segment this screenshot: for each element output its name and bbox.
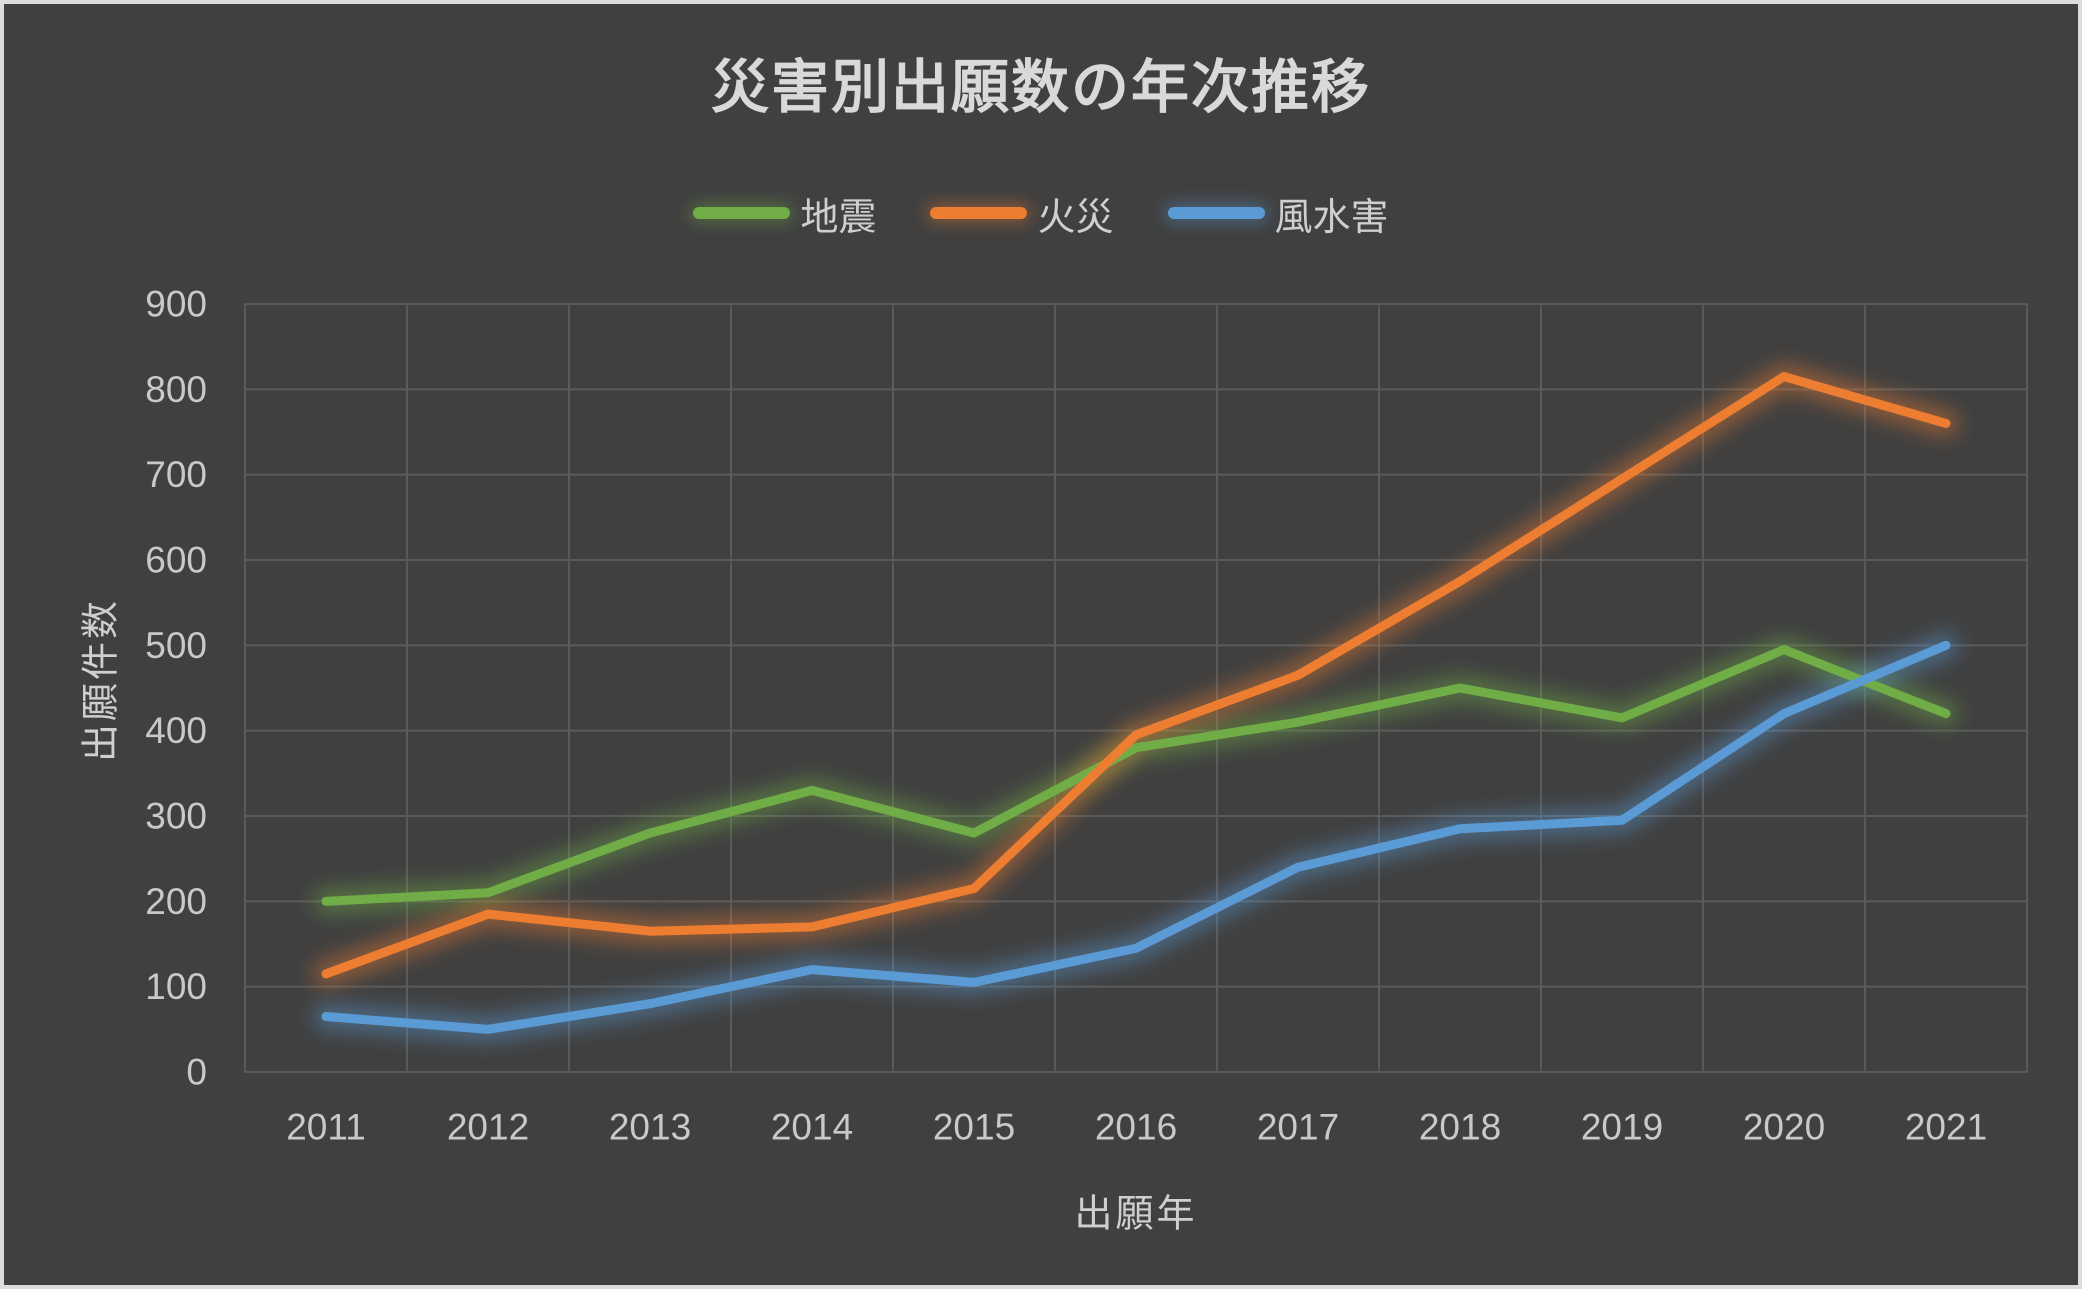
y-tick-label: 700	[145, 454, 207, 495]
x-tick-label: 2020	[1743, 1107, 1825, 1148]
y-tick-label: 900	[145, 284, 207, 325]
x-tick-label: 2012	[447, 1107, 529, 1148]
x-tick-label: 2015	[933, 1107, 1015, 1148]
legend: 地震 火災 風水害	[0, 190, 2082, 239]
chart-title: 災害別出願数の年次推移	[710, 55, 1371, 120]
x-tick-label: 2011	[286, 1107, 366, 1148]
tick-labels: 0 100 200 300 400 500 600 700 800 900 2011 2012 2013…	[145, 284, 1987, 1148]
legend-label: 風水害	[1274, 196, 1389, 239]
y-tick-label: 500	[145, 625, 207, 666]
y-tick-label: 600	[145, 540, 207, 581]
x-tick-label: 2014	[771, 1107, 853, 1148]
x-tick-label: 2018	[1419, 1107, 1501, 1148]
y-tick-label: 300	[145, 796, 207, 837]
series-line-風水害	[321, 640, 1951, 1034]
legend-label: 地震	[800, 196, 877, 239]
y-tick-label: 800	[145, 369, 207, 410]
y-tick-label: 200	[145, 881, 207, 922]
x-tick-label: 2013	[609, 1107, 691, 1148]
legend-item-風水害: 風水害	[1167, 186, 1389, 241]
x-tick-label: 2017	[1257, 1107, 1339, 1148]
legend-item-地震: 地震	[693, 186, 876, 241]
legend-label: 火災	[1037, 196, 1114, 239]
series-line-地震	[321, 645, 1951, 906]
x-tick-label: 2019	[1581, 1107, 1663, 1148]
legend-swatch-icon	[930, 207, 1028, 219]
x-tick-label: 2016	[1095, 1107, 1177, 1148]
series-lines-layer	[321, 372, 1951, 1034]
legend-item-火災: 火災	[930, 186, 1114, 241]
gridlines	[244, 303, 2028, 1073]
legend-swatch-icon	[1167, 207, 1265, 219]
legend-swatch-icon	[693, 207, 791, 219]
series-line-火災	[321, 372, 1951, 979]
x-tick-label: 2021	[1905, 1107, 1987, 1148]
y-axis-title: 出願件数	[80, 597, 123, 763]
x-axis-title: 出願年	[1074, 1193, 1198, 1236]
y-tick-label: 0	[186, 1052, 207, 1093]
y-tick-label: 100	[145, 966, 207, 1007]
y-tick-label: 400	[145, 710, 207, 751]
